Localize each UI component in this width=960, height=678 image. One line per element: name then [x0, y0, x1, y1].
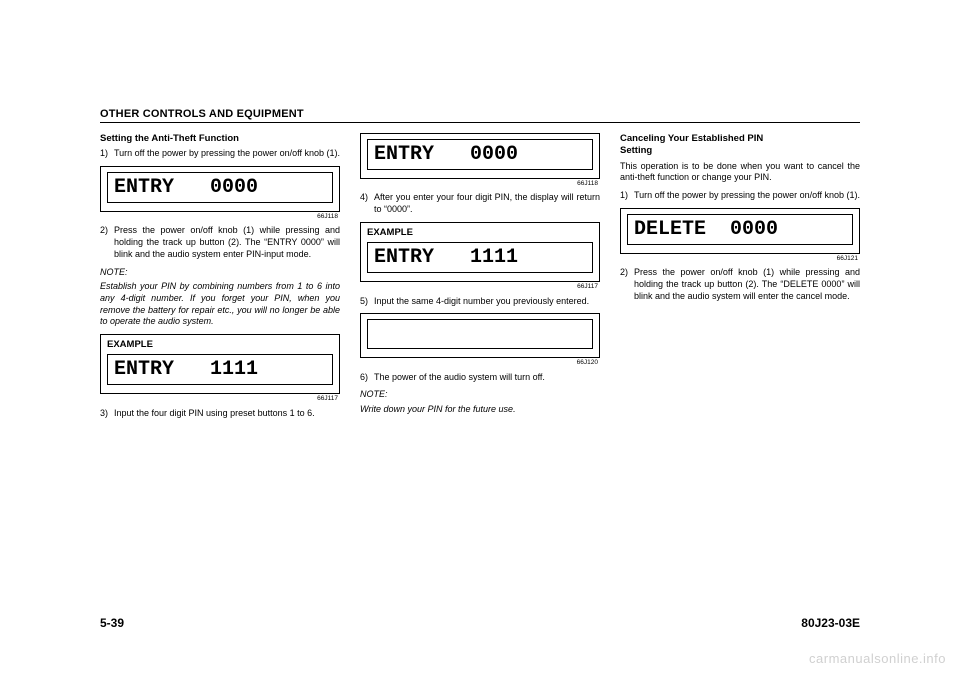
figure-ref: 66J117: [100, 395, 338, 403]
lcd-figure: EXAMPLE ENTRY 1111: [100, 334, 340, 394]
step-number: 1): [100, 148, 114, 160]
intro-text: This operation is to be done when you wa…: [620, 161, 860, 184]
lcd-figure: EXAMPLE ENTRY 1111: [360, 222, 600, 282]
doc-code: 80J23-03E: [801, 616, 860, 630]
lcd-screen: ENTRY 0000: [107, 172, 333, 203]
figure-ref: 66J118: [360, 180, 598, 188]
subheading: Setting the Anti-Theft Function: [100, 133, 340, 145]
step-number: 4): [360, 192, 374, 215]
note-label: NOTE:: [360, 389, 600, 401]
step: 2) Press the power on/off knob (1) while…: [620, 267, 860, 302]
step-number: 2): [620, 267, 634, 302]
lcd-screen: ENTRY 0000: [367, 139, 593, 170]
content-area: OTHER CONTROLS AND EQUIPMENT Setting the…: [100, 108, 860, 598]
step-text: Press the power on/off knob (1) while pr…: [114, 225, 340, 260]
columns: Setting the Anti-Theft Function 1) Turn …: [100, 133, 860, 425]
step-text: Turn off the power by pressing the power…: [634, 190, 860, 202]
section-header: OTHER CONTROLS AND EQUIPMENT: [100, 108, 860, 123]
note-label: NOTE:: [100, 267, 340, 279]
watermark: carmanualsonline.info: [809, 651, 946, 666]
step-number: 1): [620, 190, 634, 202]
figure-ref: 66J121: [620, 255, 858, 263]
step: 6) The power of the audio system will tu…: [360, 372, 600, 384]
step-text: Turn off the power by pressing the power…: [114, 148, 340, 160]
lcd-screen: ENTRY 1111: [107, 354, 333, 385]
example-label: EXAMPLE: [107, 339, 333, 351]
step-number: 3): [100, 408, 114, 420]
lcd-screen: DELETE 0000: [627, 214, 853, 245]
lcd-figure: DELETE 0000: [620, 208, 860, 254]
manual-page: OTHER CONTROLS AND EQUIPMENT Setting the…: [0, 0, 960, 678]
lcd-screen: ENTRY 1111: [367, 242, 593, 273]
step-number: 6): [360, 372, 374, 384]
lcd-figure: ENTRY 0000: [360, 133, 600, 179]
figure-ref: 66J120: [360, 359, 598, 367]
step-text: The power of the audio system will turn …: [374, 372, 600, 384]
page-number: 5-39: [100, 616, 124, 630]
figure-ref: 66J117: [360, 283, 598, 291]
step-text: After you enter your four digit PIN, the…: [374, 192, 600, 215]
lcd-screen-blank: [367, 319, 593, 349]
step-text: Input the same 4-digit number you previo…: [374, 296, 600, 308]
column-2: ENTRY 0000 66J118 4) After you enter you…: [360, 133, 600, 425]
step-number: 2): [100, 225, 114, 260]
lcd-figure: ENTRY 0000: [100, 166, 340, 212]
step: 1) Turn off the power by pressing the po…: [620, 190, 860, 202]
step: 3) Input the four digit PIN using preset…: [100, 408, 340, 420]
step: 1) Turn off the power by pressing the po…: [100, 148, 340, 160]
step-text: Input the four digit PIN using preset bu…: [114, 408, 340, 420]
figure-ref: 66J118: [100, 213, 338, 221]
lcd-figure: [360, 313, 600, 358]
step: 5) Input the same 4-digit number you pre…: [360, 296, 600, 308]
note-body: Write down your PIN for the future use.: [360, 404, 600, 416]
step-number: 5): [360, 296, 374, 308]
column-3: Canceling Your Established PIN Setting T…: [620, 133, 860, 425]
note-body: Establish your PIN by combining numbers …: [100, 281, 340, 328]
subheading-line2: Setting: [620, 145, 860, 157]
step: 2) Press the power on/off knob (1) while…: [100, 225, 340, 260]
subheading-line1: Canceling Your Established PIN: [620, 133, 860, 145]
step: 4) After you enter your four digit PIN, …: [360, 192, 600, 215]
step-text: Press the power on/off knob (1) while pr…: [634, 267, 860, 302]
column-1: Setting the Anti-Theft Function 1) Turn …: [100, 133, 340, 425]
example-label: EXAMPLE: [367, 227, 593, 239]
